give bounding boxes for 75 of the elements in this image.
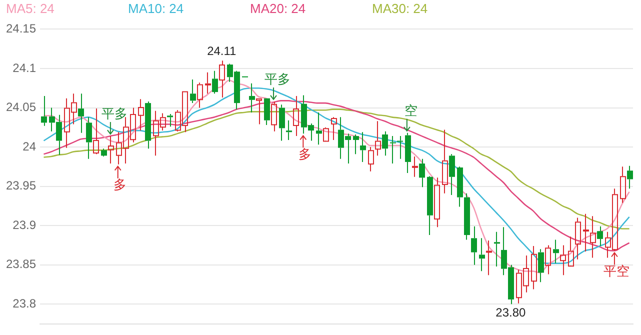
annotation: 平空	[603, 264, 630, 280]
annotation: 23.80	[496, 305, 526, 320]
candlestick	[464, 192, 470, 240]
candlestick	[590, 216, 596, 258]
candlestick	[108, 136, 114, 164]
candlestick	[368, 146, 374, 172]
text: MA20: 24	[250, 0, 307, 18]
candlestick	[471, 226, 477, 266]
y-tick-label: 23.9	[12, 218, 36, 232]
candlestick	[353, 134, 359, 155]
candlestick	[479, 238, 485, 272]
candlestick	[360, 132, 366, 162]
candlestick	[41, 95, 47, 126]
candlestick	[575, 217, 581, 260]
y-tick-label: 24.05	[6, 100, 36, 114]
annotation: 平多	[264, 72, 291, 88]
candlestick	[553, 239, 559, 264]
candlestick	[531, 246, 537, 290]
text: MA10: 24	[128, 0, 185, 18]
candlestick	[86, 116, 92, 160]
annotation: 多	[113, 178, 126, 194]
candlestick	[583, 213, 589, 252]
candlestick	[78, 93, 84, 134]
annotation: 多	[298, 148, 312, 163]
candlestick	[145, 100, 151, 150]
candlestick	[331, 116, 337, 140]
candlestick	[101, 148, 107, 157]
candlestick	[205, 72, 211, 94]
candlestick	[375, 120, 381, 156]
candlestick	[138, 98, 144, 132]
candlestick	[427, 176, 433, 236]
candlestick	[405, 132, 411, 174]
candlestick	[627, 165, 633, 190]
candlestick	[486, 240, 492, 276]
y-tick-label: 24.15	[6, 22, 36, 36]
candlestick	[397, 136, 403, 160]
y-tick-label: 23.95	[6, 178, 36, 193]
candlestick	[620, 166, 626, 204]
y-tick-label: 24	[22, 139, 36, 154]
candlestick	[264, 98, 270, 126]
candlestick	[249, 82, 255, 113]
candlestick	[545, 244, 551, 275]
candlestick	[316, 112, 322, 146]
candlestick	[457, 166, 463, 208]
candlestick	[568, 236, 574, 267]
candlestick	[93, 108, 99, 155]
candlestick	[190, 78, 196, 104]
text: MA30: 24	[372, 0, 429, 18]
candlestick	[271, 100, 277, 132]
candlestick	[390, 136, 396, 164]
candlestick	[449, 154, 455, 196]
annotation: 平多	[101, 106, 128, 122]
candlestick	[279, 104, 285, 142]
y-tick-label: 23.85	[6, 257, 36, 272]
candlestick	[560, 244, 566, 276]
candlestick	[212, 70, 218, 94]
candlestick	[412, 156, 418, 178]
candlestick	[286, 120, 292, 140]
candlestick	[167, 114, 173, 128]
candlestick	[597, 226, 603, 247]
candlestick	[256, 98, 262, 125]
text: MA5: 24	[6, 0, 56, 18]
candlestick	[197, 82, 203, 108]
candlestick	[434, 177, 440, 228]
y-tick-label: 23.8	[12, 296, 36, 310]
candlestick	[419, 158, 425, 188]
candlestick	[494, 231, 500, 267]
y-tick-label: 24.1	[12, 60, 36, 75]
candlestick	[382, 130, 388, 156]
candlestick	[219, 60, 225, 98]
candlestick	[538, 248, 544, 283]
annotation: 空	[404, 104, 418, 119]
candlestick	[442, 129, 448, 194]
annotation: 24.11	[207, 44, 237, 58]
candlestick	[293, 95, 299, 137]
